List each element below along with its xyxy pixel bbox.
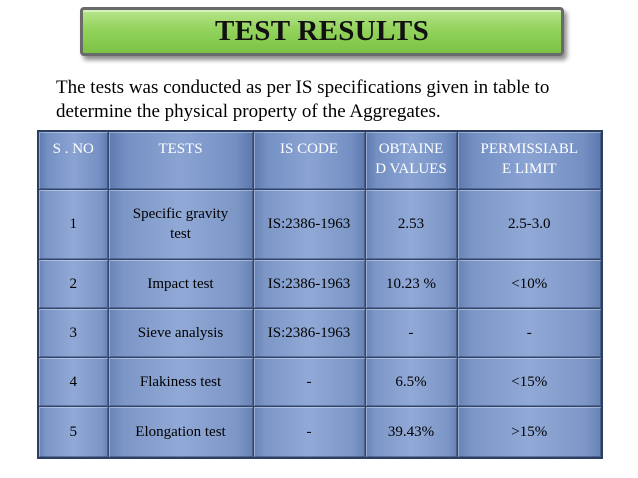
cell-permissible: >15% — [456, 405, 603, 459]
cell-test: Flakiness test — [107, 356, 254, 407]
cell-obtained: 39.43% — [364, 405, 458, 459]
cell-permissible: 2.5-3.0 — [456, 188, 603, 260]
header-obtained-line-2: D VALUES — [375, 161, 447, 177]
table-row: 2 Impact test IS:2386-1963 10.23 % <10% — [37, 258, 603, 309]
table-row: 4 Flakiness test - 6.5% <15% — [37, 356, 603, 407]
cell-test: Sieve analysis — [107, 307, 254, 358]
cell-obtained: - — [364, 307, 458, 358]
header-permissible-line-2: E LIMIT — [501, 161, 557, 177]
header-tests: TESTS — [107, 130, 254, 190]
cell-obtained: 6.5% — [364, 356, 458, 407]
cell-sno: 5 — [37, 405, 109, 459]
cell-is-code: - — [252, 405, 366, 459]
title-banner: TEST RESULTS — [80, 7, 564, 56]
intro-line-1: The tests was conducted as per IS specif… — [56, 77, 550, 98]
table-header-row: S . NO TESTS IS CODE OBTAINE D VALUES PER… — [37, 130, 603, 190]
cell-test: Impact test — [107, 258, 254, 309]
cell-test-line-1: Specific gravity — [132, 206, 229, 222]
page-title: TEST RESULTS — [215, 15, 429, 47]
table-row: 3 Sieve analysis IS:2386-1963 - - — [37, 307, 603, 358]
header-obtained-values: OBTAINE D VALUES — [364, 130, 458, 190]
header-sno: S . NO — [37, 130, 109, 190]
cell-test: Specific gravity test — [107, 188, 254, 260]
cell-is-code: IS:2386-1963 — [252, 188, 366, 260]
cell-is-code: - — [252, 356, 366, 407]
test-results-table: S . NO TESTS IS CODE OBTAINE D VALUES PER… — [37, 130, 603, 459]
cell-permissible: - — [456, 307, 603, 358]
cell-sno: 3 — [37, 307, 109, 358]
table-row: 5 Elongation test - 39.43% >15% — [37, 405, 603, 459]
header-is-code: IS CODE — [252, 130, 366, 190]
cell-sno: 4 — [37, 356, 109, 407]
cell-obtained: 10.23 % — [364, 258, 458, 309]
header-permissible-limit: PERMISSIABL E LIMIT — [456, 130, 603, 190]
cell-is-code: IS:2386-1963 — [252, 307, 366, 358]
header-permissible-line-1: PERMISSIABL — [480, 141, 579, 157]
cell-permissible: <10% — [456, 258, 603, 309]
cell-sno: 1 — [37, 188, 109, 260]
cell-test: Elongation test — [107, 405, 254, 459]
cell-permissible: <15% — [456, 356, 603, 407]
intro-line-2: determine the physical property of the A… — [56, 101, 441, 122]
cell-is-code: IS:2386-1963 — [252, 258, 366, 309]
cell-obtained: 2.53 — [364, 188, 458, 260]
intro-paragraph: The tests was conducted as per IS specif… — [56, 76, 626, 124]
cell-sno: 2 — [37, 258, 109, 309]
table-row: 1 Specific gravity test IS:2386-1963 2.53… — [37, 188, 603, 260]
cell-test-line-2: test — [170, 226, 191, 242]
header-obtained-line-1: OBTAINE — [378, 141, 444, 157]
